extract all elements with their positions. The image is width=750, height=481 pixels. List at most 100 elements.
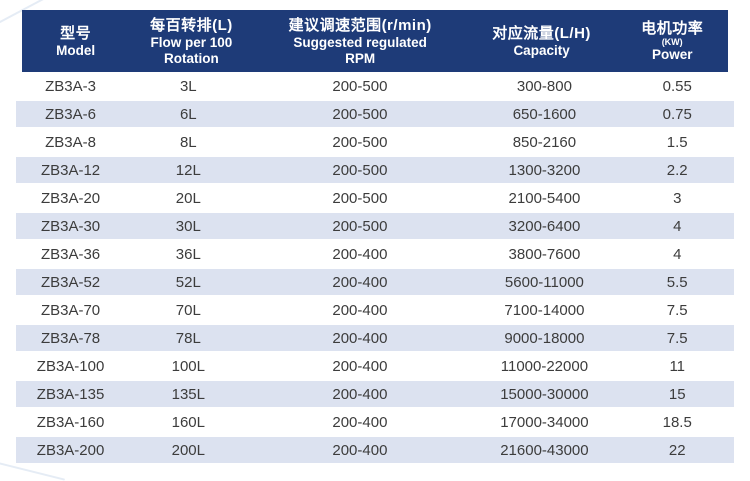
column-header-flow-en: Flow per 100 <box>150 34 233 50</box>
column-header-power-zh: 电机功率 <box>641 20 704 37</box>
table-row: ZB3A-70 70L 200-400 7100-14000 7.5 <box>16 296 734 324</box>
cell-capacity: 3200-6400 <box>508 217 581 235</box>
cell-model: ZB3A-30 <box>40 217 101 235</box>
table-header-row: 型号 Model 每百转排(L) Flow per 100 Rotation 建… <box>22 10 728 72</box>
cell-rpm: 200-500 <box>332 217 388 235</box>
cell-capacity: 15000-30000 <box>500 385 589 403</box>
cell-capacity: 850-2160 <box>512 133 577 151</box>
column-header-flow-zh: 每百转排(L) <box>150 16 233 34</box>
cell-model: ZB3A-20 <box>40 189 101 207</box>
cell-capacity: 1300-3200 <box>508 161 581 179</box>
column-header-power: 电机功率 (KW) Power <box>616 10 728 72</box>
cell-flow: 200L <box>171 441 205 459</box>
cell-power: 11 <box>669 357 686 375</box>
cell-flow: 12L <box>175 161 201 179</box>
cell-rpm: 200-400 <box>332 245 388 263</box>
cell-flow: 78L <box>175 329 201 347</box>
cell-model: ZB3A-6 <box>45 105 96 123</box>
table-body: ZB3A-3 3L 200-500 300-800 0.55 ZB3A-6 6L… <box>16 72 734 464</box>
column-header-model-en: Model <box>56 42 96 58</box>
cell-flow: 135L <box>171 385 205 403</box>
table-row: ZB3A-12 12L 200-500 1300-3200 2.2 <box>16 156 734 184</box>
table-row: ZB3A-52 52L 200-400 5600-11000 5.5 <box>16 268 734 296</box>
table-row: ZB3A-200 200L 200-400 21600-43000 22 <box>16 436 734 464</box>
cell-power: 1.5 <box>666 133 688 151</box>
cell-flow: 52L <box>175 273 201 291</box>
cell-model: ZB3A-36 <box>40 245 101 263</box>
cell-power: 0.75 <box>662 105 692 123</box>
column-header-power-en: Power <box>651 47 693 62</box>
cell-power: 4 <box>673 245 682 263</box>
cell-power: 5.5 <box>666 273 688 291</box>
cell-model: ZB3A-12 <box>40 161 101 179</box>
cell-capacity: 2100-5400 <box>508 189 581 207</box>
column-header-rpm: 建议调速范围(r/min) Suggested regulated RPM <box>254 10 467 72</box>
cell-power: 4 <box>673 217 682 235</box>
cell-model: ZB3A-70 <box>40 301 101 319</box>
cell-rpm: 200-400 <box>332 329 388 347</box>
column-header-flow-en2: Rotation <box>164 50 219 66</box>
column-header-capacity: 对应流量(L/H) Capacity <box>467 10 617 72</box>
cell-rpm: 200-500 <box>332 189 388 207</box>
cell-model: ZB3A-78 <box>40 329 101 347</box>
cell-flow: 6L <box>179 105 197 123</box>
cell-capacity: 9000-18000 <box>504 329 585 347</box>
cell-flow: 100L <box>171 357 205 375</box>
table-row: ZB3A-160 160L 200-400 17000-34000 18.5 <box>16 408 734 436</box>
cell-capacity: 5600-11000 <box>504 273 584 291</box>
column-header-capacity-en: Capacity <box>513 42 570 58</box>
cell-rpm: 200-400 <box>332 413 388 431</box>
cell-capacity: 7100-14000 <box>504 301 585 319</box>
cell-flow: 30L <box>175 217 201 235</box>
column-header-rpm-en: Suggested regulated <box>293 34 427 50</box>
cell-power: 7.5 <box>666 301 688 319</box>
cell-model: ZB3A-8 <box>45 133 96 151</box>
column-header-rpm-zh: 建议调速范围(r/min) <box>288 16 432 34</box>
cell-model: ZB3A-200 <box>36 441 105 459</box>
cell-power: 0.55 <box>662 77 692 95</box>
cell-rpm: 200-500 <box>332 161 388 179</box>
cell-capacity: 11000-22000 <box>500 357 589 375</box>
column-header-capacity-zh: 对应流量(L/H) <box>492 24 591 42</box>
cell-flow: 70L <box>175 301 201 319</box>
table-row: ZB3A-30 30L 200-500 3200-6400 4 <box>16 212 734 240</box>
cell-capacity: 17000-34000 <box>500 413 589 431</box>
cell-capacity: 650-1600 <box>512 105 577 123</box>
cell-rpm: 200-400 <box>332 385 388 403</box>
cell-capacity: 3800-7600 <box>508 245 581 263</box>
column-header-model-zh: 型号 <box>60 24 92 42</box>
cell-flow: 20L <box>175 189 201 207</box>
table-row: ZB3A-20 20L 200-500 2100-5400 3 <box>16 184 734 212</box>
table-row: ZB3A-8 8L 200-500 850-2160 1.5 <box>16 128 734 156</box>
cell-flow: 3L <box>179 77 197 95</box>
cell-model: ZB3A-52 <box>40 273 101 291</box>
column-header-power-unit: (KW) <box>661 37 683 47</box>
cell-rpm: 200-400 <box>332 273 388 291</box>
table-row: ZB3A-78 78L 200-400 9000-18000 7.5 <box>16 324 734 352</box>
column-header-model: 型号 Model <box>22 10 129 72</box>
cell-capacity: 300-800 <box>516 77 572 95</box>
cell-flow: 160L <box>171 413 205 431</box>
table-row: ZB3A-135 135L 200-400 15000-30000 15 <box>16 380 734 408</box>
cell-rpm: 200-500 <box>332 133 388 151</box>
cell-rpm: 200-400 <box>332 301 388 319</box>
cell-power: 22 <box>668 441 686 459</box>
cell-rpm: 200-500 <box>332 77 388 95</box>
cell-model: ZB3A-160 <box>36 413 105 431</box>
cell-flow: 8L <box>179 133 197 151</box>
cell-rpm: 200-400 <box>332 357 388 375</box>
cell-rpm: 200-500 <box>332 105 388 123</box>
cell-model: ZB3A-3 <box>45 77 96 95</box>
cell-model: ZB3A-135 <box>36 385 105 403</box>
cell-power: 15 <box>668 385 686 403</box>
table-row: ZB3A-3 3L 200-500 300-800 0.55 <box>16 72 734 100</box>
cell-power: 2.2 <box>666 161 688 179</box>
cell-power: 3 <box>673 189 682 207</box>
column-header-flow: 每百转排(L) Flow per 100 Rotation <box>129 10 253 72</box>
table-row: ZB3A-100 100L 200-400 11000-22000 11 <box>16 352 734 380</box>
cell-rpm: 200-400 <box>332 441 388 459</box>
cell-capacity: 21600-43000 <box>500 441 589 459</box>
cell-power: 7.5 <box>666 329 688 347</box>
table-row: ZB3A-6 6L 200-500 650-1600 0.75 <box>16 100 734 128</box>
cell-model: ZB3A-100 <box>36 357 105 375</box>
